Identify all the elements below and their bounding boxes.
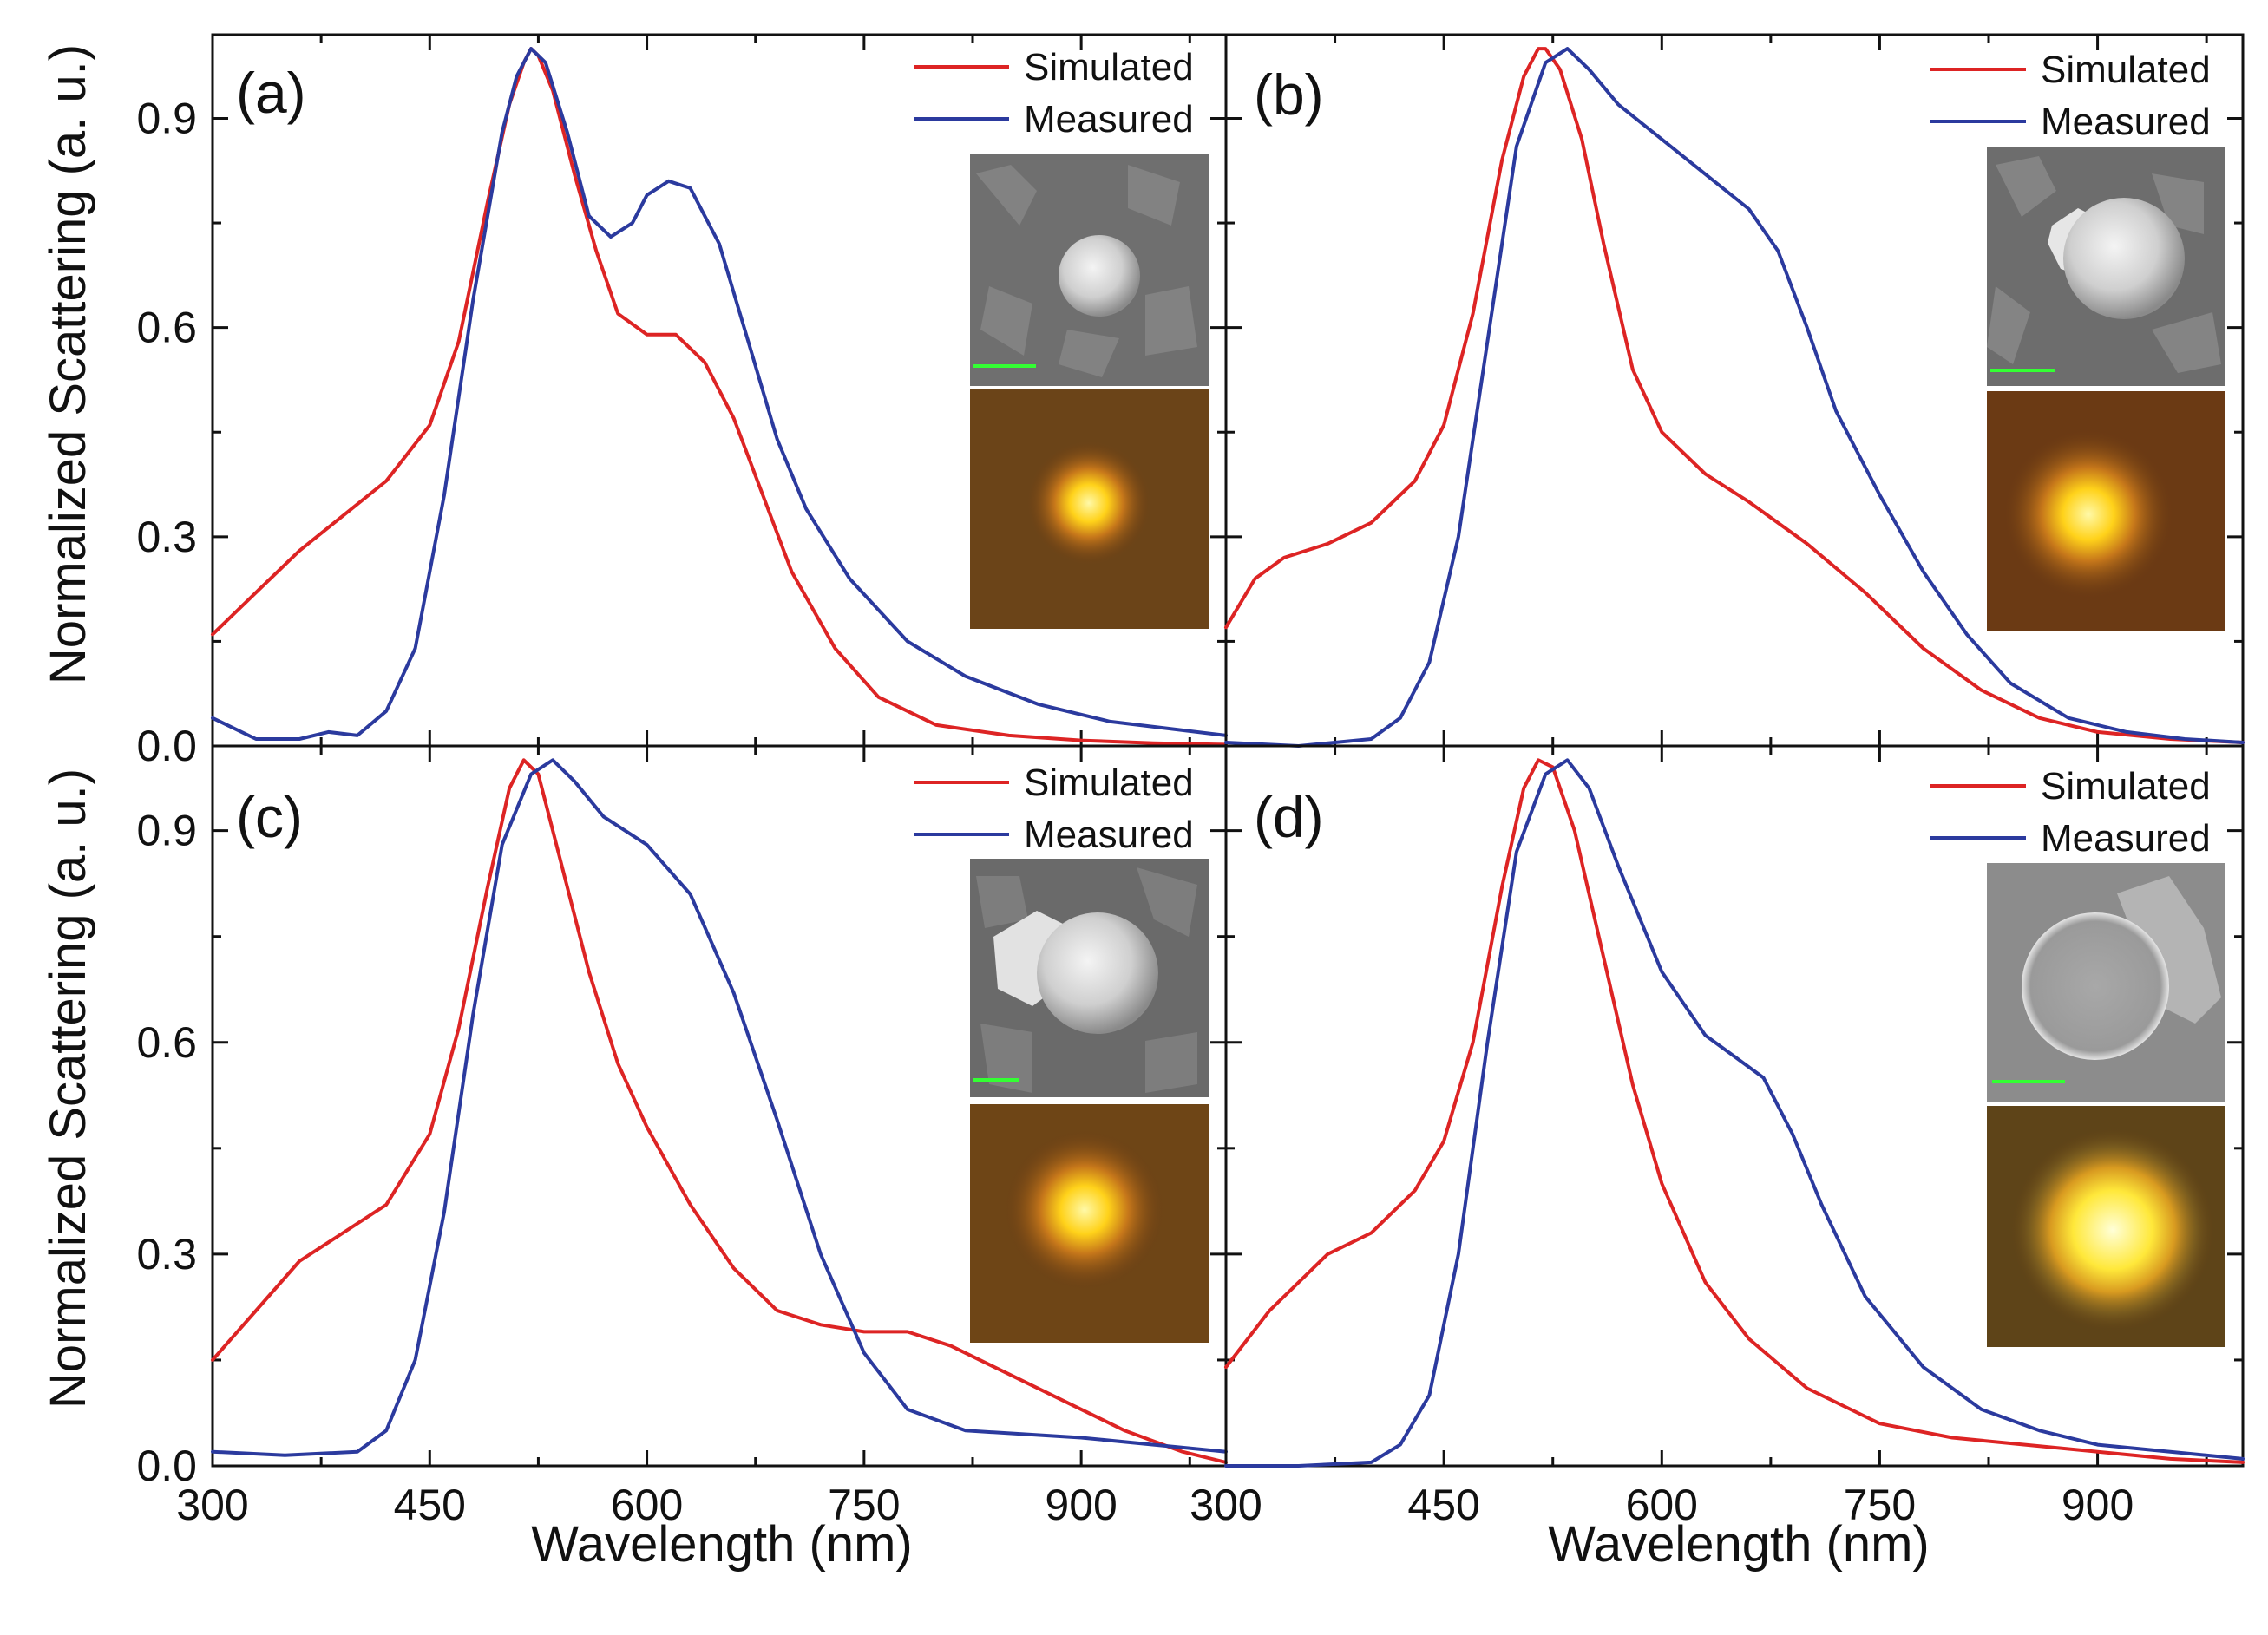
scattering-spot <box>1005 1130 1164 1290</box>
inset-optical-a <box>970 389 1209 629</box>
panel-label-c: (c) <box>236 785 303 849</box>
legend-label-simulated: Simulated <box>2041 49 2211 91</box>
legend-label-simulated: Simulated <box>1024 762 1194 804</box>
y-tick-label: 0.6 <box>136 304 197 352</box>
x-tick-label: 450 <box>1407 1481 1479 1529</box>
x-tick-label: 750 <box>1844 1481 1916 1529</box>
legend-label-measured: Measured <box>1024 814 1194 856</box>
inset-sem-a <box>970 154 1209 386</box>
sem-texture <box>976 867 1197 1093</box>
panel-label-b: (b) <box>1254 62 1324 127</box>
scattering-spot <box>1026 441 1151 566</box>
panel-label-d: (d) <box>1254 785 1324 849</box>
nanoparticle <box>2022 912 2169 1060</box>
inset-optical-c <box>970 1104 1209 1343</box>
legend-label-simulated: Simulated <box>1024 46 1194 88</box>
panel-c: 0.0 0.3 0.6 0.9 300 450 600 750 900 300 <box>136 744 1262 1529</box>
scattering-spot <box>2003 429 2173 599</box>
x-axis-title-right: Wavelength (nm) <box>1548 1516 1929 1573</box>
x-tick-label: 600 <box>611 1481 683 1529</box>
y-tick-label: 0.9 <box>136 807 197 855</box>
inset-sem-d <box>1987 863 2225 1102</box>
y-tick-label: 0.0 <box>136 1442 197 1490</box>
panel-d: 300 450 600 750 900 <box>1190 744 2245 1529</box>
legend-label-simulated: Simulated <box>2041 765 2211 808</box>
series-line-measured <box>1224 758 2245 1468</box>
x-tick-label: 750 <box>828 1481 900 1529</box>
series-line-measured <box>211 758 1228 1457</box>
legend-a: Simulated Measured <box>914 46 1194 141</box>
legend-label-measured: Measured <box>2041 817 2211 860</box>
panel-label-a: (a) <box>236 61 306 125</box>
legend-d: Simulated Measured <box>1930 765 2211 860</box>
y-tick-label: 0.3 <box>136 1230 197 1279</box>
x-tick-label: 300 <box>1190 1481 1262 1529</box>
nanoparticle <box>1059 235 1140 317</box>
inset-sem-c <box>970 859 1209 1097</box>
scattering-spot <box>2009 1126 2217 1334</box>
x-tick-label: 300 <box>1190 1481 1262 1529</box>
x-tick-label: 900 <box>1045 1481 1117 1529</box>
y-tick-label: 0.6 <box>136 1018 197 1067</box>
plot-frame <box>1224 744 2245 1468</box>
inset-sem-b <box>1987 147 2225 386</box>
x-tick-label: 300 <box>176 1481 248 1529</box>
y-axis-title-top: Normalized Scattering (a. u.) <box>40 44 96 684</box>
y-tick-label: 0.3 <box>136 513 197 561</box>
nanoparticle <box>2063 198 2185 319</box>
nanoparticle <box>1037 912 1158 1034</box>
inset-optical-b <box>1987 391 2225 631</box>
sem-texture <box>976 165 1197 377</box>
inset-optical-d <box>1987 1106 2225 1347</box>
series-line-measured <box>211 47 1228 741</box>
series-line-simulated <box>211 47 1228 747</box>
series-line-simulated <box>1224 758 2245 1464</box>
y-tick-label: 0.0 <box>136 722 197 770</box>
x-tick-label: 600 <box>1626 1481 1698 1529</box>
series-line-simulated <box>1224 47 2245 744</box>
legend-b: Simulated Measured <box>1930 49 2211 143</box>
x-tick-label: 900 <box>2062 1481 2134 1529</box>
y-axis-title-bottom: Normalized Scattering (a. u.) <box>40 768 96 1409</box>
legend-label-measured: Measured <box>2041 101 2211 143</box>
series-line-simulated <box>211 758 1228 1464</box>
y-tick-label: 0.9 <box>136 94 197 142</box>
debris <box>2117 876 2221 1024</box>
series-line-measured <box>1224 47 2245 748</box>
sem-texture <box>1987 156 2221 373</box>
legend-label-measured: Measured <box>1024 98 1194 141</box>
legend-c: Simulated Measured <box>914 762 1194 856</box>
x-tick-label: 450 <box>394 1481 466 1529</box>
x-axis-title-left: Wavelength (nm) <box>531 1516 912 1573</box>
